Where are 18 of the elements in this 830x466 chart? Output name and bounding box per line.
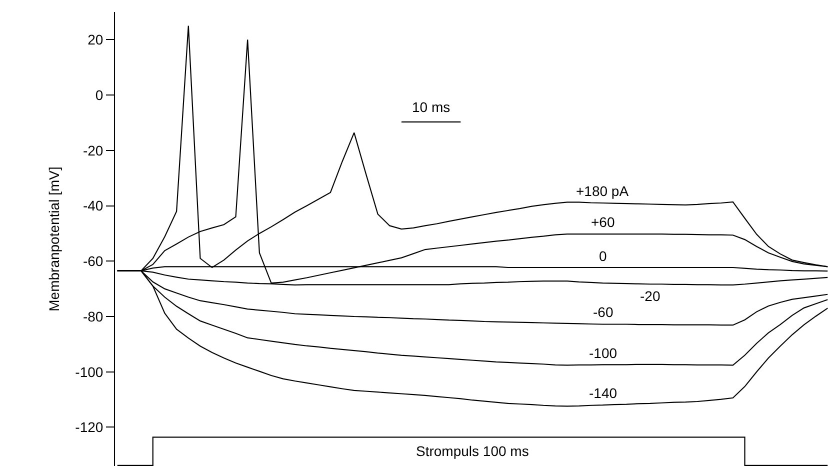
series-label: -100 <box>589 345 618 361</box>
series-label: 0 <box>599 248 607 264</box>
series-label: -60 <box>593 304 614 320</box>
series-label: +60 <box>591 214 615 230</box>
y-tick-label: -20 <box>82 142 104 158</box>
y-tick-label: -60 <box>82 253 104 270</box>
annotation: Strompuls 100 ms <box>416 443 529 459</box>
series-label: +180 pA <box>576 183 630 199</box>
y-tick-label: 20 <box>88 32 104 48</box>
series-label: -20 <box>640 288 660 304</box>
series-label: -140 <box>589 385 618 401</box>
annotation: 10 ms <box>412 99 450 115</box>
y-tick-label: -100 <box>75 364 104 380</box>
y-tick-label: -120 <box>75 419 104 436</box>
y-tick-label: 0 <box>95 86 104 103</box>
y-axis-title: Membranpotential [mV] <box>46 166 62 312</box>
y-tick-label: -80 <box>82 308 104 324</box>
y-tick-label: -40 <box>82 198 104 214</box>
